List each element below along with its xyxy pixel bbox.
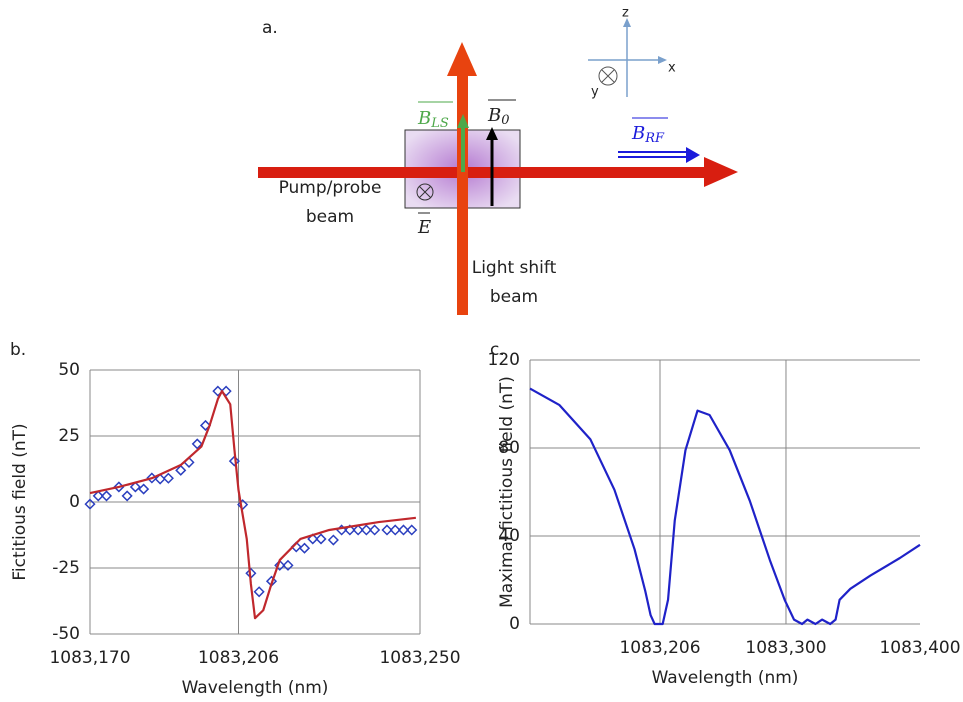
axis-label: z: [622, 6, 629, 21]
y-tick-label: 40: [498, 526, 520, 546]
data-point: [154, 473, 166, 485]
pump-label: Pump/probe: [279, 178, 382, 198]
data-point: [191, 438, 203, 450]
data-point: [84, 498, 96, 510]
arrowhead: [486, 127, 498, 140]
data-point: [199, 419, 212, 432]
arrowhead: [623, 18, 631, 27]
data-point: [175, 464, 187, 476]
data-point: [389, 524, 401, 536]
data-line: [89, 390, 416, 620]
axis-label: x: [668, 61, 676, 76]
symbol: B: [487, 105, 501, 126]
brf-label: BRF: [631, 123, 665, 146]
panel-label: a.: [262, 18, 278, 38]
subscript: RF: [644, 131, 665, 146]
data-point: [274, 559, 286, 571]
e-symbol: [416, 183, 434, 201]
data-point: [253, 586, 265, 598]
x-axis-label: Wavelength (nm): [652, 668, 799, 688]
data-point: [369, 524, 381, 536]
data-point: [129, 481, 141, 493]
x-tick-label: 1083,300: [745, 638, 826, 658]
data-point: [138, 483, 150, 495]
x-tick-label: 1083,400: [879, 638, 960, 658]
data-point: [212, 385, 224, 397]
x-tick-label: 1083,250: [379, 648, 460, 668]
arrowhead: [447, 42, 477, 76]
axis-label: y: [591, 85, 599, 100]
data-point: [121, 490, 133, 502]
light-shift-label: beam: [490, 287, 538, 307]
data-point: [307, 533, 319, 545]
b-ls-label: BLS: [417, 108, 449, 131]
data-point: [220, 385, 232, 397]
x-tick-label: 1083,206: [619, 638, 700, 658]
light-shift-beam: [457, 72, 468, 315]
y-axis-label: Fictitious field (nT): [10, 423, 30, 580]
data-point: [397, 524, 410, 536]
arrowhead: [457, 114, 469, 128]
y-tick-label: -50: [52, 624, 80, 644]
data-point: [162, 472, 174, 484]
data-point: [315, 533, 327, 545]
y-tick-label: 120: [488, 350, 520, 370]
x-tick-label: 1083,170: [49, 648, 130, 668]
panel-label: b.: [10, 340, 26, 360]
data-point: [360, 524, 372, 536]
axis-y-symbol: [598, 66, 618, 86]
data-point: [92, 490, 104, 502]
y-tick-label: -25: [52, 558, 80, 578]
subscript: 0: [501, 113, 509, 128]
data-point: [298, 542, 311, 554]
y-tick-label: 50: [58, 360, 80, 380]
arrowhead: [686, 147, 700, 163]
b0-label: B0: [487, 105, 510, 128]
y-tick-label: 0: [509, 614, 520, 634]
x-axis-label: Wavelength (nm): [182, 678, 329, 698]
data-point: [327, 534, 339, 546]
data-point: [282, 559, 294, 571]
pump-beam: [258, 167, 706, 178]
symbol: B: [631, 123, 645, 144]
y-axis-label: Maximal fictitious field (nT): [497, 376, 517, 608]
x-tick-label: 1083,206: [198, 648, 279, 668]
y-tick-label: 25: [58, 426, 80, 446]
light-shift-label: Light shift: [472, 258, 557, 278]
e-symbol: [419, 186, 431, 198]
data-point: [352, 524, 364, 536]
y-tick-label: 80: [498, 438, 520, 458]
data-point: [228, 455, 240, 467]
data-line: [529, 387, 921, 626]
arrowhead: [658, 56, 667, 64]
axis-y-symbol: [601, 69, 615, 83]
panel-label: c.: [490, 340, 505, 360]
y-tick-label: 0: [69, 492, 80, 512]
subscript: LS: [430, 116, 449, 131]
diagram: a. z x y BLS B0 BRF E: [258, 6, 738, 315]
arrowhead: [704, 157, 738, 187]
data-point: [406, 524, 418, 536]
data-point: [381, 524, 393, 536]
e-label: E: [417, 217, 431, 238]
pump-label: beam: [306, 207, 354, 227]
symbol: B: [417, 108, 431, 129]
data-point: [100, 490, 113, 502]
data-point: [344, 524, 356, 536]
